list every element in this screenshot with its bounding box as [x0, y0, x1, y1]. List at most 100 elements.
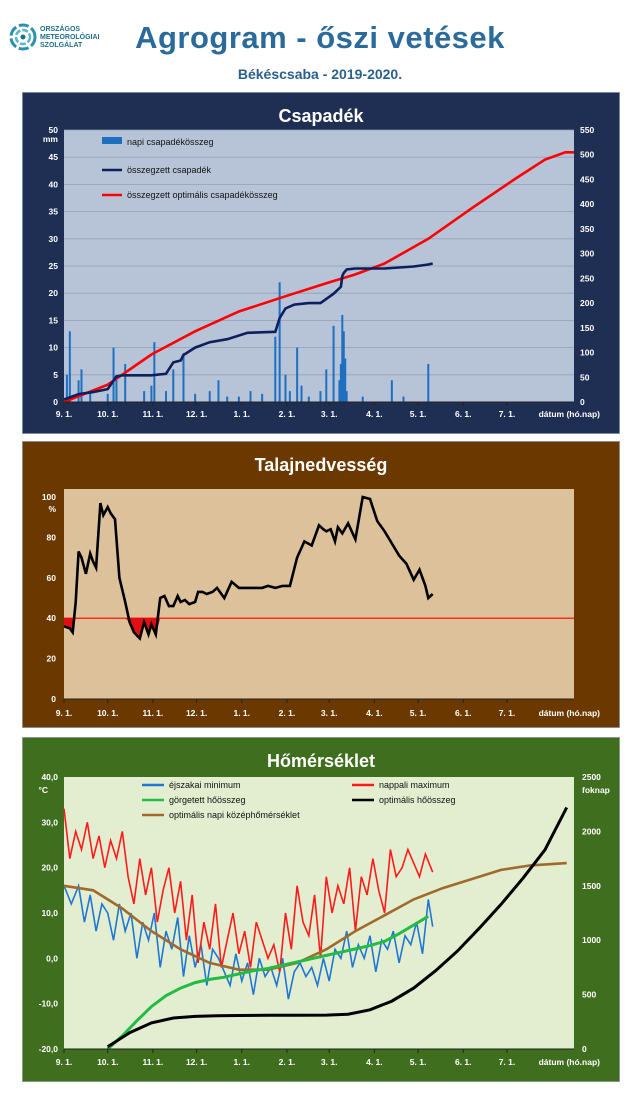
y-tick-label: 5	[53, 370, 58, 380]
y2-tick-label: 350	[580, 224, 594, 234]
precip-bar	[143, 391, 146, 402]
precip-bar	[77, 380, 80, 402]
precip-bar	[65, 374, 68, 402]
x-tick-label: 6. 1.	[455, 409, 472, 419]
y-tick-label: 30,0	[41, 817, 58, 827]
y-tick-label: 80	[47, 532, 57, 542]
x-tick-label: 5. 1.	[410, 1057, 427, 1067]
precip-bar	[208, 391, 211, 402]
header: ORSZÁGOS METEOROLÓGIAI SZOLGÁLAT Agrogra…	[0, 0, 640, 88]
precip-bar	[150, 385, 153, 402]
precip-bar	[344, 358, 347, 402]
x-tick-label: 10. 1.	[97, 708, 118, 718]
max-temp-line	[63, 808, 434, 973]
y-tick-label: 40	[47, 613, 57, 623]
legend-swatch	[102, 137, 122, 144]
y-axis-label: °C	[38, 785, 48, 795]
y2-tick-label: 2500	[582, 772, 601, 782]
precip-bar	[325, 369, 328, 402]
precip-bar	[194, 393, 197, 402]
precip-bar	[278, 282, 281, 402]
legend-label: éjszakai minimum	[169, 780, 241, 790]
y2-tick-label: 550	[580, 125, 594, 135]
legend-label: napi csapadékösszeg	[127, 137, 214, 147]
page-subtitle: Békéscsaba - 2019-2020.	[237, 66, 403, 82]
x-tick-label: 4. 1.	[366, 1057, 383, 1067]
soil-moisture-chart: Talajnedvesség 0 20 40 60 80 100% 9. 1. 10. 1. 11…	[22, 441, 620, 728]
x-axis-label: dátum (hó.nap)	[539, 708, 601, 718]
precip-bar	[172, 369, 175, 402]
x-tick-label: 2. 1.	[279, 409, 296, 419]
x-tick-label: 5. 1.	[410, 708, 427, 718]
x-tick-label: 10. 1.	[97, 409, 118, 419]
y2-tick-label: 100	[580, 348, 594, 358]
x-tick-label: 3. 1.	[321, 708, 338, 718]
x-tick-label: 1. 1.	[233, 409, 250, 419]
precip-bar	[217, 380, 220, 402]
precip-bar	[296, 347, 299, 402]
min-temp-line	[63, 882, 434, 1000]
precip-bar	[112, 347, 115, 402]
y-axis-label: mm	[43, 134, 59, 144]
org-name: ORSZÁGOS METEOROLÓGIAI SZOLGÁLAT	[40, 26, 100, 50]
precip-bar	[261, 393, 264, 402]
y-tick-label: 10	[49, 343, 59, 353]
y2-tick-label: 0	[582, 1044, 587, 1054]
y2-tick-label: 2000	[582, 826, 601, 836]
precip-bar	[402, 396, 405, 402]
y2-tick-label: 250	[580, 273, 594, 283]
y2-tick-label: 300	[580, 249, 594, 259]
precip-bar	[342, 331, 345, 402]
y-tick-label: 20	[47, 654, 57, 664]
x-tick-label: 10. 1.	[97, 1057, 118, 1067]
x-axis-label: dátum (hó.nap)	[539, 1057, 601, 1067]
precip-bar	[115, 380, 118, 402]
cumulative-heat-line	[106, 915, 430, 1051]
y-tick-label: 20,0	[41, 863, 58, 873]
y2-tick-label: 0	[580, 397, 585, 407]
precip-bar	[332, 325, 335, 402]
precip-bar	[339, 363, 342, 402]
y2-tick-label: 1000	[582, 935, 601, 945]
x-tick-label: 9. 1.	[56, 1057, 73, 1067]
legend-label: optimális napi középhőmérséklet	[169, 810, 300, 820]
y-tick-label: 0	[51, 694, 56, 704]
y2-tick-label: 500	[580, 150, 594, 160]
y-tick-label: -20,0	[39, 1044, 59, 1054]
precip-bar	[390, 380, 393, 402]
y-tick-label: -10,0	[39, 999, 59, 1009]
x-tick-label: 6. 1.	[455, 1057, 472, 1067]
precip-bar	[345, 391, 348, 402]
y2-tick-label: 500	[582, 990, 596, 1000]
precip-bar	[274, 336, 277, 402]
y-tick-label: 100	[42, 492, 56, 502]
y2-tick-label: 150	[580, 323, 594, 333]
omsz-logo	[9, 23, 37, 51]
y-tick-label: 0,0	[46, 953, 58, 963]
x-tick-label: 9. 1.	[56, 409, 73, 419]
precip-bar	[165, 391, 167, 402]
precip-bar	[338, 380, 341, 402]
legend-label: összegzett csapadék	[127, 165, 212, 175]
soil-moisture-line	[63, 495, 434, 641]
y-tick-label: 25	[49, 261, 59, 271]
precip-bar	[288, 391, 291, 402]
x-tick-label: 2. 1.	[279, 708, 296, 718]
precip-bar	[300, 385, 303, 402]
precip-bar	[284, 374, 287, 402]
x-tick-label: 4. 1.	[366, 409, 383, 419]
precip-bar	[153, 342, 156, 402]
x-tick-label: 3. 1.	[321, 1057, 338, 1067]
y-tick-label: 0	[53, 397, 58, 407]
optimal-heat-line	[106, 806, 569, 1049]
x-axis-label: dátum (hó.nap)	[539, 409, 601, 419]
cumulative-precip-line	[63, 262, 433, 401]
legend-label: összegzett optimális csapadékösszeg	[127, 190, 278, 200]
org-line: ORSZÁGOS	[40, 26, 81, 33]
precip-bar	[106, 393, 109, 402]
y-tick-label: 10,0	[41, 908, 58, 918]
y2-tick-label: 1500	[582, 881, 601, 891]
plot-area	[64, 489, 574, 699]
x-tick-label: 7. 1.	[499, 708, 516, 718]
y-tick-label: 35	[49, 207, 59, 217]
